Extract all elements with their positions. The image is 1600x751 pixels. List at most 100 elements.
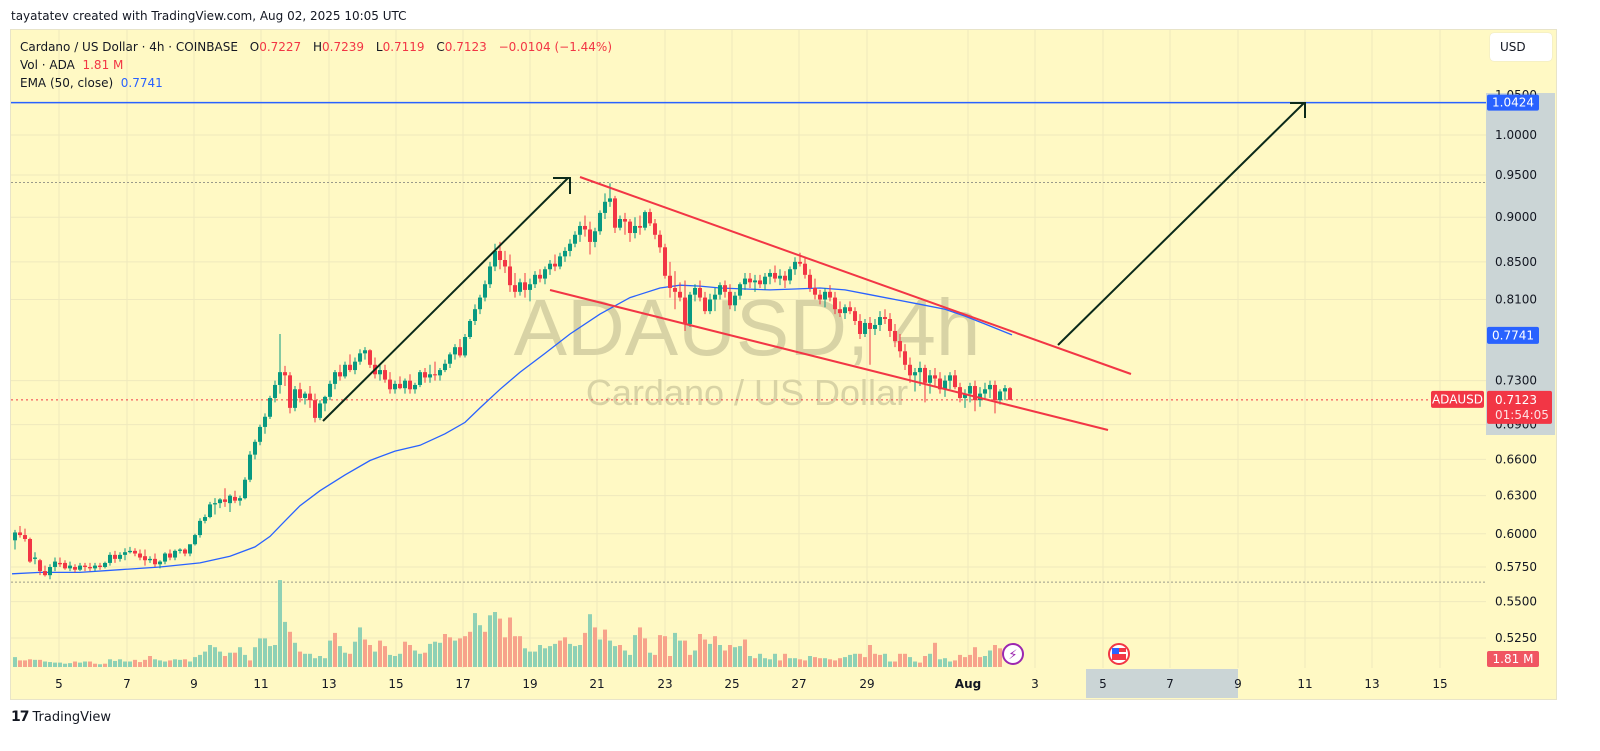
candle-body[interactable] (603, 201, 607, 213)
candle-body[interactable] (853, 311, 857, 321)
candle-body[interactable] (493, 250, 497, 267)
candle-body[interactable] (378, 370, 382, 375)
candle-body[interactable] (468, 320, 472, 338)
candle-body[interactable] (298, 389, 302, 398)
candle-body[interactable] (23, 535, 27, 539)
candle-body[interactable] (293, 389, 297, 408)
candle-body[interactable] (728, 291, 732, 306)
candle-body[interactable] (923, 367, 927, 383)
candle-body[interactable] (653, 223, 657, 235)
candle-body[interactable] (508, 266, 512, 286)
candle-body[interactable] (918, 367, 922, 373)
candle-body[interactable] (823, 291, 827, 300)
candle-body[interactable] (413, 384, 417, 390)
candle-body[interactable] (793, 261, 797, 270)
candle-body[interactable] (388, 379, 392, 390)
candle-body[interactable] (523, 282, 527, 290)
time-axis-highlight[interactable] (1086, 669, 1238, 698)
candle-body[interactable] (273, 384, 277, 398)
candle-body[interactable] (303, 393, 307, 398)
ema-line[interactable] (11, 284, 1013, 575)
legend-ema-row[interactable]: EMA (50, close) 0.7741 (20, 74, 612, 92)
candle-body[interactable] (63, 562, 67, 569)
candle-body[interactable] (598, 212, 602, 232)
candle-body[interactable] (483, 284, 487, 298)
candle-body[interactable] (238, 498, 242, 501)
candle-body[interactable] (278, 372, 282, 385)
candle-body[interactable] (453, 347, 457, 355)
candle-body[interactable] (473, 309, 477, 321)
candle-body[interactable] (743, 278, 747, 285)
candle-body[interactable] (458, 347, 462, 356)
channel-upper-trendline[interactable] (579, 176, 1132, 375)
candle-body[interactable] (358, 353, 362, 362)
candle-body[interactable] (88, 566, 92, 569)
candle-body[interactable] (668, 275, 672, 289)
candle-body[interactable] (28, 538, 32, 562)
candle-body[interactable] (13, 532, 17, 541)
candle-body[interactable] (433, 374, 437, 376)
candle-body[interactable] (98, 565, 102, 567)
candle-body[interactable] (463, 337, 467, 356)
candle-body[interactable] (988, 384, 992, 390)
candle-body[interactable] (353, 361, 357, 371)
candle-body[interactable] (178, 549, 182, 551)
candle-body[interactable] (573, 234, 577, 244)
candle-body[interactable] (113, 554, 117, 559)
candle-body[interactable] (938, 378, 942, 390)
candle-body[interactable] (268, 397, 272, 417)
candle-body[interactable] (998, 391, 1002, 401)
candle-body[interactable] (878, 317, 882, 325)
candle-body[interactable] (883, 317, 887, 320)
candle-body[interactable] (948, 375, 952, 381)
candle-body[interactable] (858, 320, 862, 334)
chart-container[interactable] (10, 29, 1557, 700)
candle-body[interactable] (258, 426, 262, 442)
candle-body[interactable] (953, 375, 957, 388)
earnings-lightning-icon[interactable] (1002, 643, 1024, 665)
candle-body[interactable] (58, 562, 62, 565)
tradingview-brand[interactable]: TradingView (32, 709, 112, 725)
candle-body[interactable] (283, 372, 287, 376)
candle-body[interactable] (703, 297, 707, 312)
candle-body[interactable] (698, 288, 702, 298)
price-axis-highlight[interactable] (1486, 93, 1555, 435)
candle-body[interactable] (103, 562, 107, 567)
candle-body[interactable] (138, 553, 142, 558)
candle-body[interactable] (628, 221, 632, 234)
candle-body[interactable] (448, 354, 452, 364)
candle-body[interactable] (803, 263, 807, 275)
candle-body[interactable] (188, 544, 192, 554)
candle-body[interactable] (263, 416, 267, 427)
candle-body[interactable] (253, 441, 257, 455)
candle-body[interactable] (228, 495, 232, 504)
candle-body[interactable] (723, 285, 727, 292)
candle-body[interactable] (768, 272, 772, 277)
candle-body[interactable] (143, 556, 147, 561)
candle-body[interactable] (203, 517, 207, 521)
candle-body[interactable] (683, 297, 687, 324)
candle-body[interactable] (213, 503, 217, 505)
candle-body[interactable] (168, 553, 172, 558)
candle-body[interactable] (173, 550, 177, 558)
candle-body[interactable] (223, 499, 227, 502)
candle-body[interactable] (888, 319, 892, 331)
candle-body[interactable] (163, 553, 167, 562)
candle-body[interactable] (368, 350, 372, 365)
candle-body[interactable] (43, 571, 47, 576)
candle-body[interactable] (813, 288, 817, 295)
candle-body[interactable] (963, 393, 967, 398)
candle-body[interactable] (108, 554, 112, 563)
candle-body[interactable] (93, 565, 97, 569)
candle-body[interactable] (973, 386, 977, 401)
candle-body[interactable] (333, 372, 337, 384)
candle-body[interactable] (33, 557, 37, 559)
candle-body[interactable] (533, 274, 537, 285)
candle-body[interactable] (1008, 388, 1012, 400)
candle-body[interactable] (198, 520, 202, 536)
candle-body[interactable] (53, 561, 57, 567)
candle-body[interactable] (538, 274, 542, 279)
candle-body[interactable] (133, 550, 137, 554)
candle-body[interactable] (678, 291, 682, 298)
